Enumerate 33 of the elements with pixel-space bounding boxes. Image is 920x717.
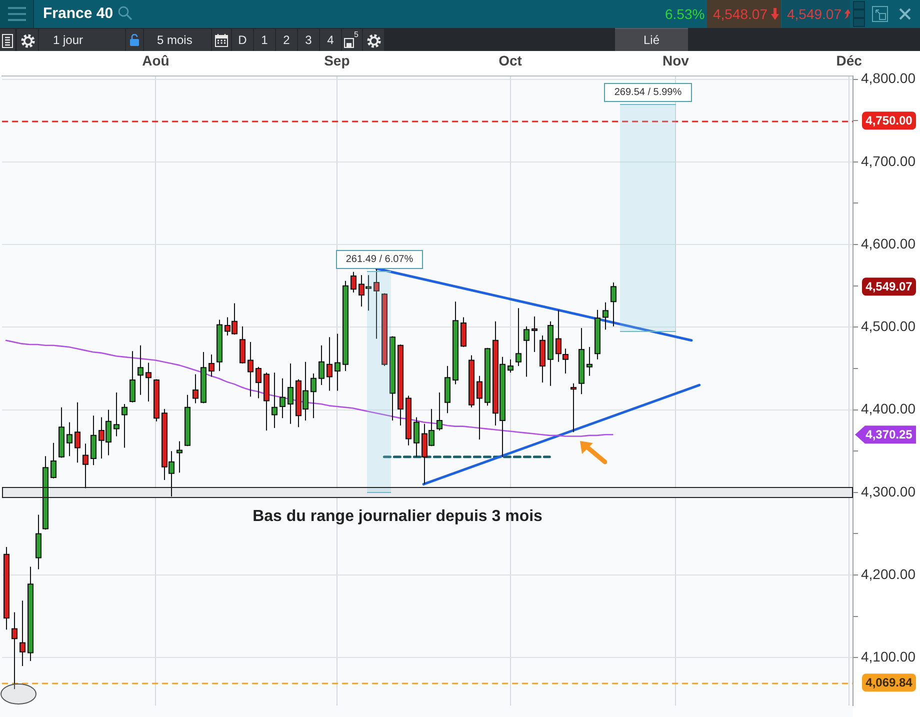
text: 5 mois <box>157 33 192 47</box>
y-tick-label: 4,700.00 <box>861 152 916 169</box>
x-tick-label: Sep <box>324 52 350 68</box>
annotation: 269.54 / 5.99% <box>614 87 682 98</box>
y-tick-label: 4,600.00 <box>861 235 916 252</box>
y-tick-label: 4,500.00 <box>861 318 916 334</box>
y-tick-label: 4,400.00 <box>861 400 916 417</box>
text: 1 jour <box>53 33 84 47</box>
x-tick-label: Aoû <box>142 52 170 68</box>
y-tick-label: 4,300.00 <box>861 483 916 500</box>
x-tick-label: Oct <box>498 52 522 68</box>
text: 4,548.07 <box>713 6 768 22</box>
text: 4,370.25 <box>866 427 913 442</box>
ref-line-label: 4,069.84 <box>866 675 913 690</box>
text: 5 <box>354 30 358 39</box>
x-tick-label: Déc <box>836 52 862 68</box>
text: D <box>237 33 248 47</box>
text: 4 <box>326 33 335 47</box>
text: 2 <box>282 33 291 47</box>
text: 6.53% <box>665 6 705 22</box>
text: Lié <box>642 33 660 47</box>
y-tick-label: 4,100.00 <box>861 648 916 665</box>
y-tick-label: 4,800.00 <box>861 70 916 86</box>
annotation: 261.49 / 6.07% <box>346 254 414 265</box>
text: 1 <box>260 33 269 47</box>
x-tick-label: Nov <box>662 52 690 68</box>
ref-line-label: 4,750.00 <box>866 113 913 128</box>
y-tick-label: 4,200.00 <box>861 566 916 582</box>
text: 4,549.07 <box>787 6 842 22</box>
text: 4,549.07 <box>866 279 913 294</box>
text: 3 <box>304 33 313 47</box>
band-label: Bas du range journalier depuis 3 mois <box>252 508 543 525</box>
chart-title: France 40 <box>43 5 114 22</box>
